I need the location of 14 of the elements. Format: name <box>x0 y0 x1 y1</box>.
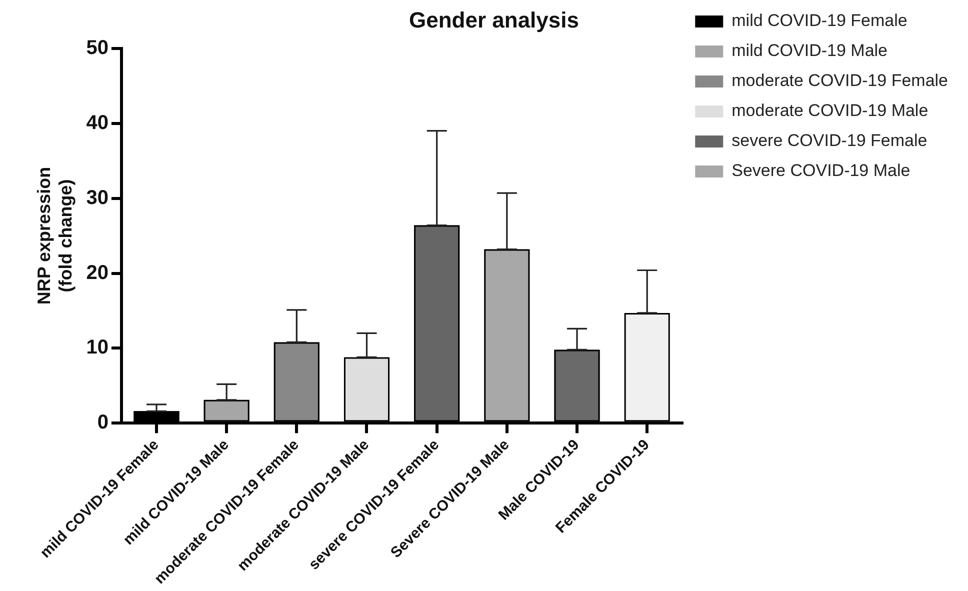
legend-label: mild COVID-19 Female <box>732 11 908 30</box>
legend-label: moderate COVID-19 Male <box>732 101 928 120</box>
y-tick-label: 30 <box>86 186 108 209</box>
y-tick-label: 40 <box>86 112 108 134</box>
y-tick-label: 0 <box>97 412 108 434</box>
legend-label: mild COVID-19 Male <box>732 41 888 60</box>
legend-label: Severe COVID-19 Male <box>732 161 910 180</box>
y-tick-label: 50 <box>86 36 108 59</box>
legend-label: moderate COVID-19 Female <box>732 71 948 90</box>
chart-title: Gender analysis <box>409 7 579 32</box>
legend-label: severe COVID-19 Female <box>732 131 928 150</box>
y-tick-label: 20 <box>86 262 108 284</box>
y-tick-label: 10 <box>86 336 108 359</box>
y-axis-title: NRP expression (fold change) <box>34 166 76 305</box>
